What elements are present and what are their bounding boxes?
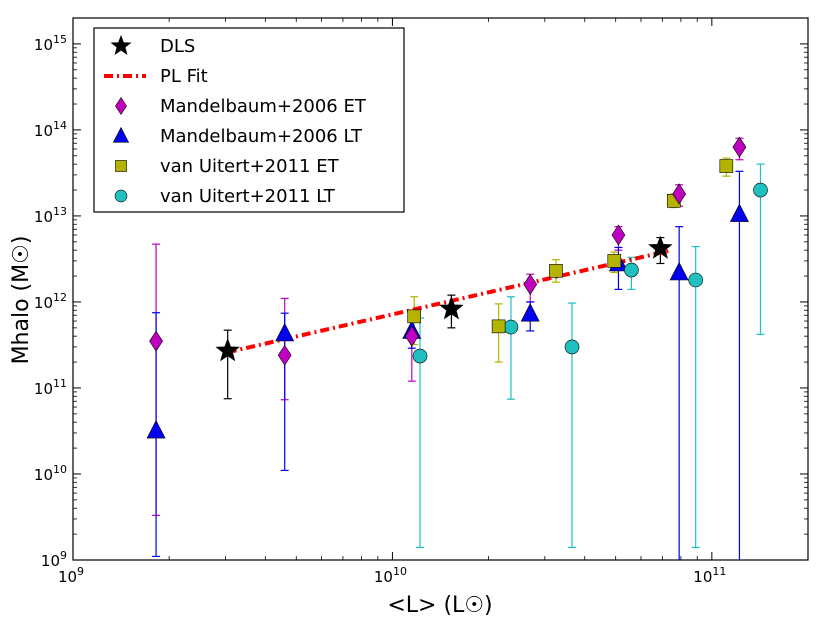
mandelbaum-2006-lt-point: [275, 322, 295, 342]
mandelbaum-2006-lt-point: [146, 419, 166, 439]
van-uitert-2011-lt-errorbar: [691, 245, 700, 549]
van-uitert-2011-et-point: [549, 264, 563, 278]
legend-box: [93, 27, 405, 213]
legend-label-mandelbaum-2006-lt: Mandelbaum+2006 LT: [160, 126, 363, 147]
mandelbaum-2006-et-point: [611, 224, 626, 246]
y-tick-label: 1010: [34, 463, 67, 484]
van-uitert-2011-lt-point: [564, 339, 580, 355]
legend-label-van-uitert-2011-lt: van Uitert+2011 LT: [160, 186, 336, 207]
y-tick-label: 1012: [34, 291, 67, 312]
dls-point: [648, 235, 673, 259]
x-tick-label: 109: [58, 565, 84, 586]
legend-label-mandelbaum-2006-et: Mandelbaum+2006 ET: [160, 96, 367, 117]
van-uitert-2011-et-point: [491, 319, 506, 334]
van-uitert-2011-lt-point: [412, 348, 428, 364]
legend-swatch-dls: [110, 34, 132, 55]
mandelbaum-2006-et-point: [404, 325, 419, 347]
van-uitert-2011-lt-point: [503, 319, 519, 335]
legend: DLS PL Fit Mandelbaum+2006 ET Mandelbaum+20…: [93, 27, 405, 213]
van-uitert-2011-lt-point: [753, 182, 768, 198]
x-tick-label: 1011: [693, 565, 726, 586]
van-uitert-2011-et-point: [719, 159, 734, 173]
markers: [146, 136, 768, 439]
mandelbaum-2006-et-point: [149, 330, 163, 352]
dls-point: [215, 338, 240, 362]
mandelbaum-2006-et-point: [672, 183, 687, 205]
y-tick-label: 1013: [34, 205, 67, 226]
mandelbaum-2006-lt-errorbar: [735, 170, 744, 560]
legend-swatch-mandelbaum-2006-et: [115, 96, 127, 116]
legend-label-van-uitert-2011-et: van Uitert+2011 ET: [160, 156, 340, 177]
mandelbaum-2006-lt-point: [729, 203, 749, 222]
mandelbaum-2006-et-point: [523, 273, 538, 295]
legend-swatch-van-uitert-2011-lt: [114, 189, 128, 203]
y-tick-label: 1014: [34, 119, 67, 140]
y-axis-title: Mhalo (M☉): [9, 236, 34, 365]
x-axis-title: <L> (L☉): [387, 593, 492, 618]
dls-point: [439, 296, 464, 320]
van-uitert-2011-lt-point: [688, 272, 703, 288]
legend-swatch-mandelbaum-2006-lt: [112, 126, 130, 143]
legend-label-dls: DLS: [160, 36, 195, 57]
van-uitert-2011-lt-errorbar: [506, 296, 515, 400]
legend-swatch-van-uitert-2011-et: [115, 160, 127, 172]
van-uitert-2011-et-point: [407, 309, 422, 324]
x-tick-label: 1010: [374, 565, 407, 586]
legend-label-pl-fit: PL Fit: [160, 66, 208, 87]
mandelbaum-2006-lt-errorbar: [675, 226, 684, 560]
mandelbaum-2006-lt-point: [669, 261, 689, 281]
plot-frame: [72, 17, 809, 561]
mandelbaum-2006-et-point: [277, 344, 292, 366]
van-uitert-2011-lt-point: [624, 262, 639, 278]
van-uitert-2011-et-point: [607, 254, 622, 268]
y-tick-label: 1011: [34, 377, 67, 398]
mandelbaum-2006-et-point: [732, 136, 747, 158]
y-tick-label: 1015: [34, 33, 67, 54]
mandelbaum-2006-lt-point: [520, 303, 540, 322]
y-tick-label: 109: [41, 549, 67, 570]
